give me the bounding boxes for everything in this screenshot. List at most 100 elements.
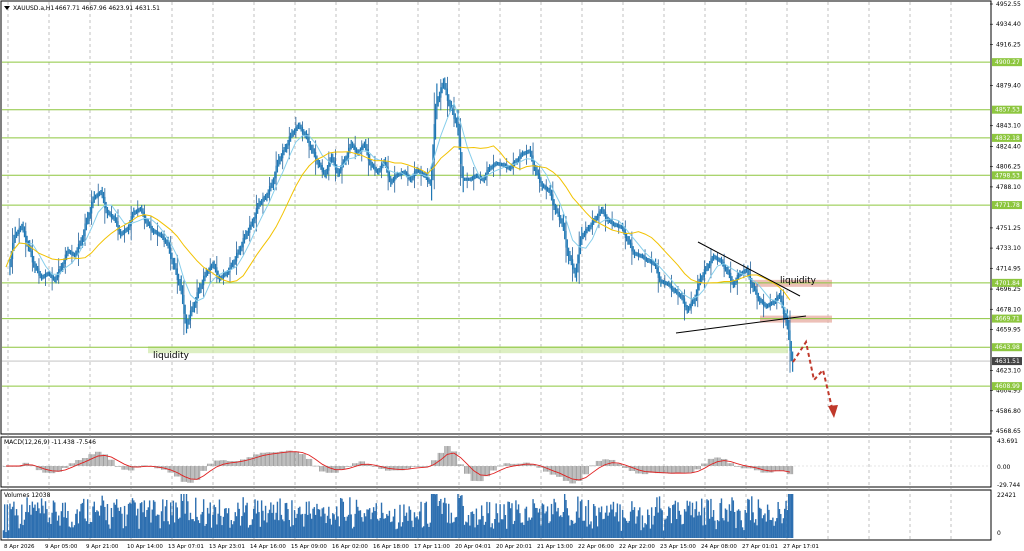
volume-bar [394,508,396,538]
macd-bar [345,466,347,467]
macd-bar [651,466,653,473]
candle-body [358,149,360,156]
volume-bar [44,501,47,538]
volume-bar [7,530,10,538]
volume-bar [527,520,529,538]
candle-body [48,271,51,277]
volume-bar [732,500,735,538]
macd-bar [742,466,744,469]
candle-body [606,214,608,222]
candle-body [247,227,250,236]
volume-bar [180,494,182,538]
volume-bar [217,513,219,538]
volume-bar [332,513,334,538]
macd-bar [195,466,197,480]
candle-body [510,165,512,172]
volume-bar [453,521,455,538]
volume-bar [233,521,235,538]
macd-bar [72,463,74,466]
candle-body [569,250,571,261]
volume-bar [89,521,92,538]
macd-panel [0,436,992,488]
volume-bar [585,506,587,538]
volume-bar [279,498,281,538]
volume-bar [673,504,675,538]
volume-bar [189,512,192,538]
volume-bar [123,505,126,538]
volume-bar [781,523,783,538]
price-tick-label: 4568.65 [996,428,1021,435]
candle-body [421,171,423,177]
macd-bar [221,460,223,466]
macd-bar [184,466,186,482]
macd-bar [377,466,379,467]
volume-bar [34,504,36,538]
volume-bar [445,503,447,538]
macd-bar [533,464,535,466]
macd-bar [112,459,114,466]
macd-bar [469,466,471,474]
volume-bar [477,524,479,538]
volume-bar [39,513,41,538]
macd-bar [399,466,401,471]
candle-body [577,254,579,273]
candle-body [693,297,695,304]
candle-body [632,246,634,255]
volume-bar [403,504,405,538]
macd-bar [164,466,166,470]
price-level-tag [992,133,1022,142]
candle-body [662,280,665,285]
price-level-tag [992,58,1022,67]
volume-bar [758,507,761,538]
macd-bar [635,466,637,474]
volume-bar [98,515,101,538]
volume-bar [540,525,542,538]
macd-bar [344,466,346,470]
volume-bar [138,528,140,538]
candle-body [498,162,500,166]
volume-bar [768,509,770,538]
macd-bar [37,466,39,471]
macd-bar [648,466,650,473]
candle-body [67,246,69,257]
candle-body [373,163,375,170]
candle-body [10,250,12,268]
volume-bar [119,507,122,538]
volume-bar [602,519,604,538]
volume-bar [324,513,326,538]
candle-body [719,258,721,263]
macd-bar [266,452,268,466]
candle-body [454,113,456,124]
candle-body [342,159,344,168]
macd-bar [303,454,305,466]
volume-bar [158,514,160,538]
macd-bar [50,466,52,474]
macd-bar [682,466,684,474]
candle-body [138,207,140,213]
candle-body [275,165,277,179]
macd-bar [777,466,779,471]
candle-body [93,191,95,203]
macd-bar [282,451,284,466]
candle-body [550,189,553,201]
volume-bar [235,516,238,538]
macd-bar [56,466,58,472]
macd-bar [246,457,248,466]
volume-bar [542,504,545,538]
macd-bar [482,466,484,482]
macd-bar [366,464,368,466]
volume-bar [726,509,728,538]
candle-body [396,171,398,178]
macd-bar [433,460,435,466]
macd-bar [103,454,105,466]
candle-body [312,144,314,154]
volume-bar [583,520,586,538]
macd-bar [684,466,686,474]
volume-bar [272,504,275,538]
volume-bar [459,495,462,538]
macd-bar [781,466,783,471]
macd-bar [77,460,79,466]
macd-bar [325,466,327,473]
volume-bar [587,500,590,538]
